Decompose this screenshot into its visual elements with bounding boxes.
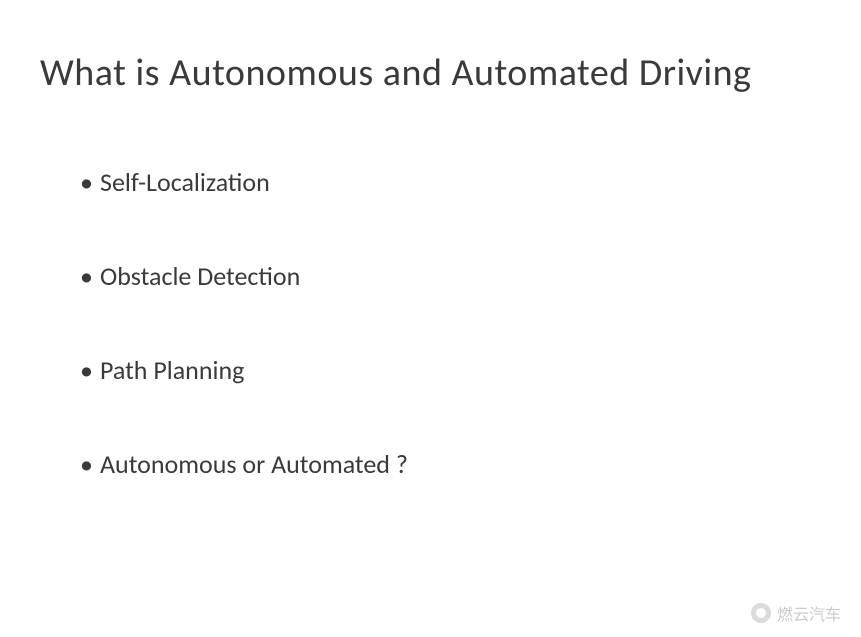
wechat-icon: [751, 603, 771, 623]
bullet-list: Self-Localization Obstacle Detection Pat…: [40, 166, 821, 480]
watermark-text: 燃云汽车: [777, 601, 841, 625]
bullet-item: Path Planning: [80, 354, 821, 386]
watermark: 燃云汽车: [751, 601, 841, 625]
slide-title: What is Autonomous and Automated Driving: [40, 50, 821, 96]
bullet-item: Autonomous or Automated ?: [80, 448, 821, 480]
bullet-item: Self-Localization: [80, 166, 821, 198]
bullet-item: Obstacle Detection: [80, 260, 821, 292]
slide-container: What is Autonomous and Automated Driving…: [0, 0, 861, 637]
